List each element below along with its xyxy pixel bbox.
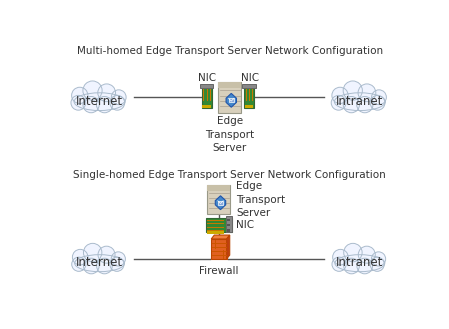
- FancyBboxPatch shape: [229, 98, 234, 102]
- Circle shape: [344, 243, 362, 262]
- Circle shape: [370, 257, 384, 271]
- Text: Multi-homed Edge Transport Server Network Configuration: Multi-homed Edge Transport Server Networ…: [77, 46, 383, 56]
- Text: Edge
Transport
Server: Edge Transport Server: [205, 116, 254, 153]
- Text: NIC: NIC: [236, 220, 254, 230]
- Text: Internet: Internet: [76, 256, 123, 269]
- Circle shape: [98, 84, 115, 102]
- FancyBboxPatch shape: [218, 201, 223, 205]
- Circle shape: [343, 81, 362, 100]
- Ellipse shape: [335, 93, 385, 111]
- FancyBboxPatch shape: [206, 218, 232, 232]
- Circle shape: [83, 96, 99, 113]
- Circle shape: [370, 95, 385, 110]
- Text: Edge
Transport
Server: Edge Transport Server: [236, 181, 285, 218]
- FancyBboxPatch shape: [202, 105, 211, 108]
- Circle shape: [343, 96, 360, 113]
- Ellipse shape: [74, 93, 125, 111]
- Circle shape: [84, 243, 102, 262]
- Polygon shape: [226, 93, 237, 107]
- FancyBboxPatch shape: [207, 185, 230, 214]
- Circle shape: [371, 252, 386, 266]
- FancyBboxPatch shape: [227, 224, 230, 226]
- Circle shape: [72, 87, 88, 104]
- Ellipse shape: [335, 255, 385, 272]
- FancyBboxPatch shape: [211, 239, 227, 259]
- Circle shape: [331, 95, 346, 110]
- Circle shape: [332, 257, 346, 271]
- Circle shape: [358, 246, 375, 263]
- Circle shape: [83, 81, 102, 100]
- Polygon shape: [227, 235, 230, 259]
- FancyBboxPatch shape: [245, 105, 253, 108]
- Polygon shape: [215, 196, 226, 210]
- Circle shape: [110, 95, 125, 110]
- Text: Single-homed Edge Transport Server Network Configuration: Single-homed Edge Transport Server Netwo…: [73, 170, 386, 180]
- FancyBboxPatch shape: [218, 82, 241, 88]
- Circle shape: [110, 257, 124, 271]
- FancyBboxPatch shape: [207, 185, 230, 191]
- FancyBboxPatch shape: [226, 216, 232, 232]
- Circle shape: [72, 249, 88, 265]
- Ellipse shape: [75, 255, 124, 272]
- FancyBboxPatch shape: [202, 87, 211, 108]
- Polygon shape: [211, 235, 230, 239]
- Circle shape: [111, 252, 125, 266]
- Circle shape: [97, 258, 112, 274]
- Circle shape: [333, 249, 348, 265]
- Circle shape: [84, 258, 99, 274]
- Text: NIC: NIC: [241, 73, 259, 83]
- Circle shape: [357, 96, 373, 113]
- Circle shape: [372, 90, 387, 105]
- FancyBboxPatch shape: [227, 218, 230, 221]
- Circle shape: [111, 90, 126, 105]
- Text: Firewall: Firewall: [199, 266, 239, 276]
- Text: Intranet: Intranet: [336, 94, 383, 108]
- Circle shape: [71, 95, 86, 110]
- Circle shape: [344, 258, 359, 274]
- Circle shape: [357, 258, 373, 274]
- FancyBboxPatch shape: [218, 82, 241, 113]
- Circle shape: [332, 87, 348, 104]
- FancyBboxPatch shape: [200, 84, 213, 88]
- Text: Internet: Internet: [76, 94, 123, 108]
- Circle shape: [98, 246, 115, 263]
- Text: Intranet: Intranet: [336, 256, 383, 269]
- FancyBboxPatch shape: [242, 84, 255, 88]
- FancyBboxPatch shape: [227, 229, 230, 232]
- Circle shape: [97, 96, 113, 113]
- FancyBboxPatch shape: [244, 87, 254, 108]
- Text: NIC: NIC: [198, 73, 216, 83]
- Circle shape: [72, 257, 86, 271]
- Circle shape: [358, 84, 376, 102]
- FancyBboxPatch shape: [207, 231, 224, 234]
